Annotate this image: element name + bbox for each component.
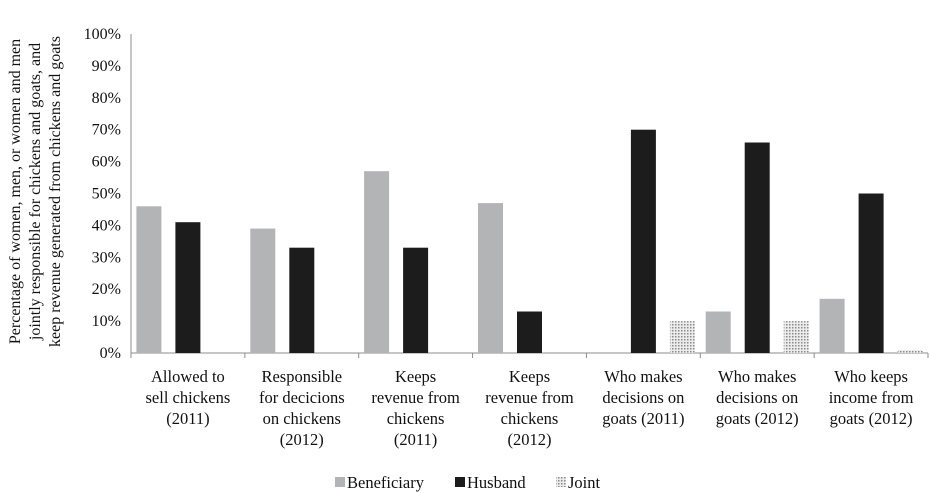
x-category-label: revenue from: [485, 388, 574, 407]
x-category-label: (2011): [394, 430, 437, 449]
bar-joint-6: [897, 349, 923, 353]
y-tick-label: 60%: [92, 154, 121, 171]
x-category-label: goats (2011): [602, 409, 684, 428]
bar-husband-3: [517, 311, 542, 353]
bar-beneficiary-3: [478, 203, 503, 353]
bar-beneficiary-2: [364, 171, 390, 353]
y-axis-label: Percentage of women, men, or women and m…: [7, 36, 64, 347]
bar-husband-4: [630, 129, 656, 353]
x-category-label: chickens: [501, 409, 559, 428]
x-category-label: for decicions: [259, 388, 345, 407]
x-category-label: Who makes: [718, 367, 796, 386]
x-category-label: (2012): [280, 430, 324, 449]
y-axis-ticks: 0% 10% 20% 30% 40% 50% 60% 70% 80% 90% 100%: [84, 26, 121, 362]
x-category-label: on chickens: [263, 409, 341, 428]
y-tick-label: 0%: [100, 345, 121, 362]
x-category-label: income from: [829, 388, 914, 407]
x-category-label: goats (2012): [830, 409, 913, 428]
bars: [136, 129, 923, 353]
x-category-label: Keeps: [509, 367, 550, 386]
legend-label-husband: Husband: [467, 473, 526, 492]
bar-beneficiary-0: [136, 206, 162, 353]
x-category-label: sell chickens: [146, 388, 231, 407]
y-axis-label-line: keep revenue generated from chickens and…: [47, 36, 64, 347]
bar-beneficiary-5: [705, 311, 731, 353]
y-tick-label: 90%: [92, 58, 121, 75]
bar-beneficiary-1: [250, 228, 276, 353]
y-axis-label-line: jointly responsible for chickens and goa…: [27, 43, 44, 341]
x-category-label: Keeps: [395, 367, 436, 386]
x-category-label: goats (2012): [716, 409, 799, 428]
x-category-label: decisions on: [602, 388, 684, 407]
legend: Beneficiary Husband Joint: [335, 473, 601, 492]
x-category-label: chickens: [387, 409, 445, 428]
legend-swatch-joint: [556, 477, 566, 487]
y-tick-label: 70%: [92, 122, 121, 139]
bar-husband-1: [289, 247, 315, 353]
x-category-label: Who keeps: [834, 367, 908, 386]
bar-joint-5: [783, 321, 809, 353]
bar-husband-2: [403, 247, 429, 353]
legend-swatch-beneficiary: [335, 477, 345, 487]
y-tick-label: 40%: [92, 217, 121, 234]
bar-husband-5: [744, 142, 770, 353]
y-axis-label-line: Percentage of women, men, or women and m…: [7, 39, 24, 344]
x-category-label: Allowed to: [151, 367, 225, 386]
x-category-label: Responsible: [261, 367, 342, 386]
legend-label-beneficiary: Beneficiary: [347, 473, 425, 492]
legend-swatch-husband: [455, 477, 465, 487]
y-tick-label: 50%: [92, 186, 121, 203]
bar-husband-0: [175, 222, 201, 353]
y-tick-label: 20%: [92, 281, 121, 298]
x-category-label: revenue from: [371, 388, 460, 407]
y-tick-label: 10%: [92, 313, 121, 330]
y-tick-label: 30%: [92, 249, 121, 266]
x-category-label: Who makes: [604, 367, 682, 386]
x-category-label: (2012): [508, 430, 552, 449]
legend-label-joint: Joint: [568, 473, 601, 492]
bar-joint-4: [669, 321, 695, 353]
y-tick-label: 80%: [92, 90, 121, 107]
x-category-label: (2011): [166, 409, 209, 428]
bar-husband-6: [858, 193, 884, 353]
x-axis-categories: Allowed to sell chickens (2011) Responsible…: [146, 367, 914, 449]
x-category-label: decisions on: [716, 388, 798, 407]
y-tick-label: 100%: [84, 26, 121, 43]
bar-beneficiary-6: [819, 298, 845, 353]
